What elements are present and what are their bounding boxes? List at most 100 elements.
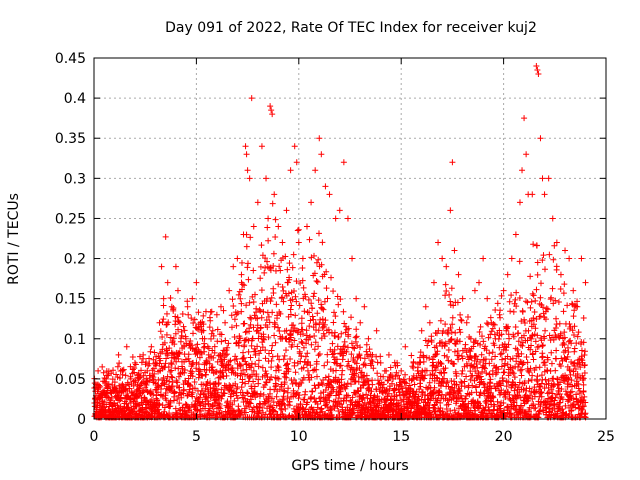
- data-point: [174, 314, 181, 321]
- data-point: [541, 362, 548, 369]
- y-tick-label: 0.35: [55, 131, 86, 147]
- data-point: [243, 302, 250, 309]
- data-point: [215, 381, 222, 388]
- data-point: [566, 255, 573, 262]
- data-point: [477, 323, 484, 330]
- data-point: [258, 287, 265, 294]
- data-point: [307, 317, 314, 324]
- data-point: [469, 382, 476, 389]
- data-point: [477, 402, 484, 409]
- data-point: [241, 320, 248, 327]
- data-point: [393, 381, 400, 388]
- data-point: [262, 347, 269, 354]
- data-point: [441, 369, 448, 376]
- data-point: [532, 325, 539, 332]
- data-point: [444, 353, 451, 360]
- data-point: [580, 375, 587, 382]
- data-point: [402, 371, 409, 378]
- data-point: [345, 392, 352, 399]
- data-point: [473, 360, 480, 367]
- data-point: [518, 372, 525, 379]
- data-point: [582, 399, 589, 406]
- data-point: [287, 167, 294, 174]
- data-point: [509, 369, 516, 376]
- data-point: [191, 316, 198, 323]
- data-point: [555, 299, 562, 306]
- data-point: [264, 295, 271, 302]
- data-point: [260, 391, 267, 398]
- data-point: [570, 313, 577, 320]
- data-point: [423, 367, 430, 374]
- data-point: [501, 369, 508, 376]
- data-point: [348, 398, 355, 405]
- data-point: [247, 354, 254, 361]
- data-point: [272, 216, 279, 223]
- data-point: [228, 324, 235, 331]
- data-point: [550, 336, 557, 343]
- data-point: [313, 277, 320, 284]
- data-point: [290, 387, 297, 394]
- data-point: [512, 324, 519, 331]
- data-point: [278, 383, 285, 390]
- data-point: [318, 405, 325, 412]
- data-point: [575, 329, 582, 336]
- data-point: [482, 356, 489, 363]
- data-point: [308, 341, 315, 348]
- data-point: [505, 389, 512, 396]
- data-point: [280, 396, 287, 403]
- data-point: [197, 368, 204, 375]
- data-point: [510, 333, 517, 340]
- data-point: [570, 332, 577, 339]
- data-point: [315, 230, 322, 237]
- data-point: [268, 357, 275, 364]
- data-point: [451, 407, 458, 414]
- data-point: [309, 305, 316, 312]
- data-point: [488, 356, 495, 363]
- data-point: [557, 379, 564, 386]
- data-point: [312, 385, 319, 392]
- data-point: [459, 367, 466, 374]
- data-point: [160, 302, 167, 309]
- data-point: [361, 399, 368, 406]
- data-point: [496, 327, 503, 334]
- data-point: [275, 375, 282, 382]
- data-point: [511, 399, 518, 406]
- data-point: [552, 394, 559, 401]
- data-point: [293, 159, 300, 166]
- data-point: [505, 323, 512, 330]
- data-point: [530, 321, 537, 328]
- data-point: [281, 373, 288, 380]
- data-point: [440, 380, 447, 387]
- data-point: [328, 406, 335, 413]
- data-point: [448, 336, 455, 343]
- x-axis-label: GPS time / hours: [291, 458, 408, 474]
- data-point: [416, 380, 423, 387]
- data-point: [489, 367, 496, 374]
- data-point: [440, 375, 447, 382]
- data-point: [477, 373, 484, 380]
- data-point: [148, 343, 155, 350]
- data-point: [255, 330, 262, 337]
- data-point: [533, 286, 540, 293]
- data-point: [414, 367, 421, 374]
- data-point: [454, 337, 461, 344]
- data-point: [549, 215, 556, 222]
- data-point: [439, 255, 446, 262]
- data-point: [293, 278, 300, 285]
- data-point: [545, 175, 552, 182]
- data-point: [125, 381, 132, 388]
- data-point: [184, 298, 191, 305]
- data-point: [299, 255, 306, 262]
- data-point: [323, 268, 330, 275]
- data-point: [295, 239, 302, 246]
- data-point: [416, 354, 423, 361]
- data-point: [283, 361, 290, 368]
- data-point: [265, 215, 272, 222]
- data-point: [535, 71, 542, 78]
- data-point: [151, 349, 158, 356]
- data-point: [315, 297, 322, 304]
- data-point: [536, 364, 543, 371]
- data-point: [197, 319, 204, 326]
- data-point: [467, 376, 474, 383]
- data-point: [285, 368, 292, 375]
